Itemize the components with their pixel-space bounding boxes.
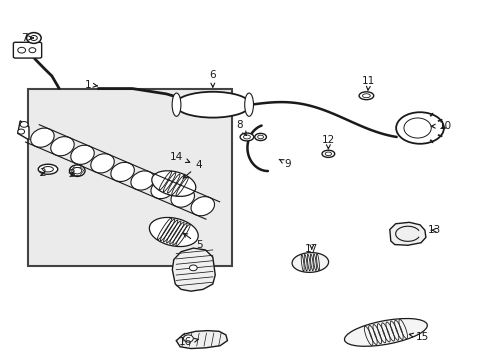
Circle shape [18,129,24,134]
Polygon shape [389,222,425,245]
Text: 10: 10 [430,121,451,131]
Text: 4: 4 [183,160,202,178]
Text: 3: 3 [68,169,75,179]
Text: 2: 2 [39,168,45,178]
Circle shape [183,335,193,342]
Text: 5: 5 [183,233,202,249]
Ellipse shape [151,180,174,199]
Ellipse shape [291,253,328,273]
Polygon shape [172,248,215,291]
Text: 9: 9 [279,159,290,169]
Ellipse shape [322,150,334,157]
Circle shape [30,36,37,41]
Text: 15: 15 [408,332,428,342]
Text: 11: 11 [362,76,375,90]
Circle shape [73,167,81,174]
Ellipse shape [362,94,369,98]
Ellipse shape [240,133,253,141]
Circle shape [26,33,41,43]
Circle shape [18,47,25,53]
Text: 6: 6 [209,70,216,87]
Ellipse shape [42,167,53,172]
Ellipse shape [111,162,134,181]
Ellipse shape [244,93,253,116]
Ellipse shape [325,152,331,156]
Circle shape [69,165,85,176]
Ellipse shape [71,145,94,165]
Text: 7: 7 [21,33,33,43]
Ellipse shape [131,171,154,190]
Ellipse shape [344,319,427,346]
Ellipse shape [358,92,373,100]
Ellipse shape [31,128,54,147]
Circle shape [403,118,430,138]
Ellipse shape [172,93,181,116]
Ellipse shape [38,164,58,174]
Circle shape [29,48,36,53]
Ellipse shape [51,137,74,156]
Text: 8: 8 [236,120,246,135]
Ellipse shape [254,134,266,140]
Text: 13: 13 [427,225,440,235]
Ellipse shape [91,154,114,173]
Ellipse shape [151,171,195,196]
Circle shape [189,265,197,271]
Text: 1: 1 [85,80,97,90]
Ellipse shape [191,197,214,216]
Ellipse shape [243,135,250,139]
Ellipse shape [175,92,250,118]
Ellipse shape [257,135,263,139]
Polygon shape [176,330,227,348]
Text: 12: 12 [321,135,334,149]
Ellipse shape [395,112,443,144]
Bar [27,89,232,266]
Text: 14: 14 [170,152,189,162]
FancyBboxPatch shape [13,42,41,58]
Polygon shape [18,121,29,140]
Ellipse shape [171,188,194,207]
Text: 16: 16 [179,337,198,347]
Ellipse shape [149,217,198,247]
Circle shape [20,122,28,127]
Text: 17: 17 [305,244,318,254]
